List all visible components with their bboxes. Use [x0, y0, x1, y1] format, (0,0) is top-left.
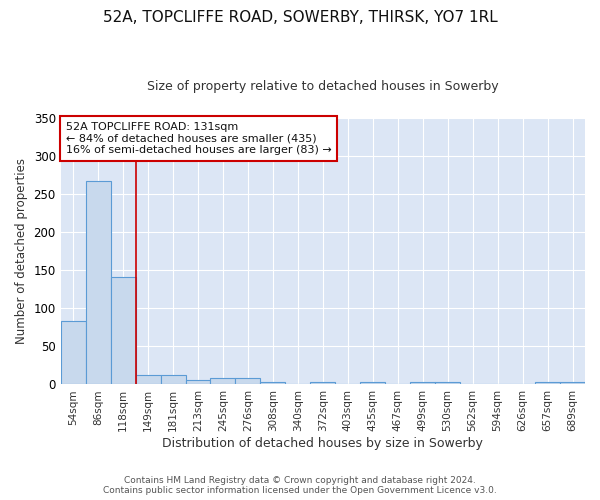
Bar	[310, 382, 335, 384]
Bar	[560, 382, 585, 384]
Text: Contains HM Land Registry data © Crown copyright and database right 2024.
Contai: Contains HM Land Registry data © Crown c…	[103, 476, 497, 495]
Bar	[435, 382, 460, 384]
Bar	[535, 382, 560, 384]
Bar	[410, 382, 435, 384]
Y-axis label: Number of detached properties: Number of detached properties	[15, 158, 28, 344]
Bar	[136, 374, 161, 384]
Bar	[86, 181, 110, 384]
Bar	[360, 382, 385, 384]
X-axis label: Distribution of detached houses by size in Sowerby: Distribution of detached houses by size …	[163, 437, 483, 450]
Bar	[211, 378, 235, 384]
Bar	[61, 321, 86, 384]
Bar	[260, 382, 286, 384]
Title: Size of property relative to detached houses in Sowerby: Size of property relative to detached ho…	[147, 80, 499, 93]
Text: 52A TOPCLIFFE ROAD: 131sqm
← 84% of detached houses are smaller (435)
16% of sem: 52A TOPCLIFFE ROAD: 131sqm ← 84% of deta…	[66, 122, 332, 155]
Bar	[161, 374, 185, 384]
Bar	[185, 380, 211, 384]
Text: 52A, TOPCLIFFE ROAD, SOWERBY, THIRSK, YO7 1RL: 52A, TOPCLIFFE ROAD, SOWERBY, THIRSK, YO…	[103, 10, 497, 25]
Bar	[110, 277, 136, 384]
Bar	[235, 378, 260, 384]
